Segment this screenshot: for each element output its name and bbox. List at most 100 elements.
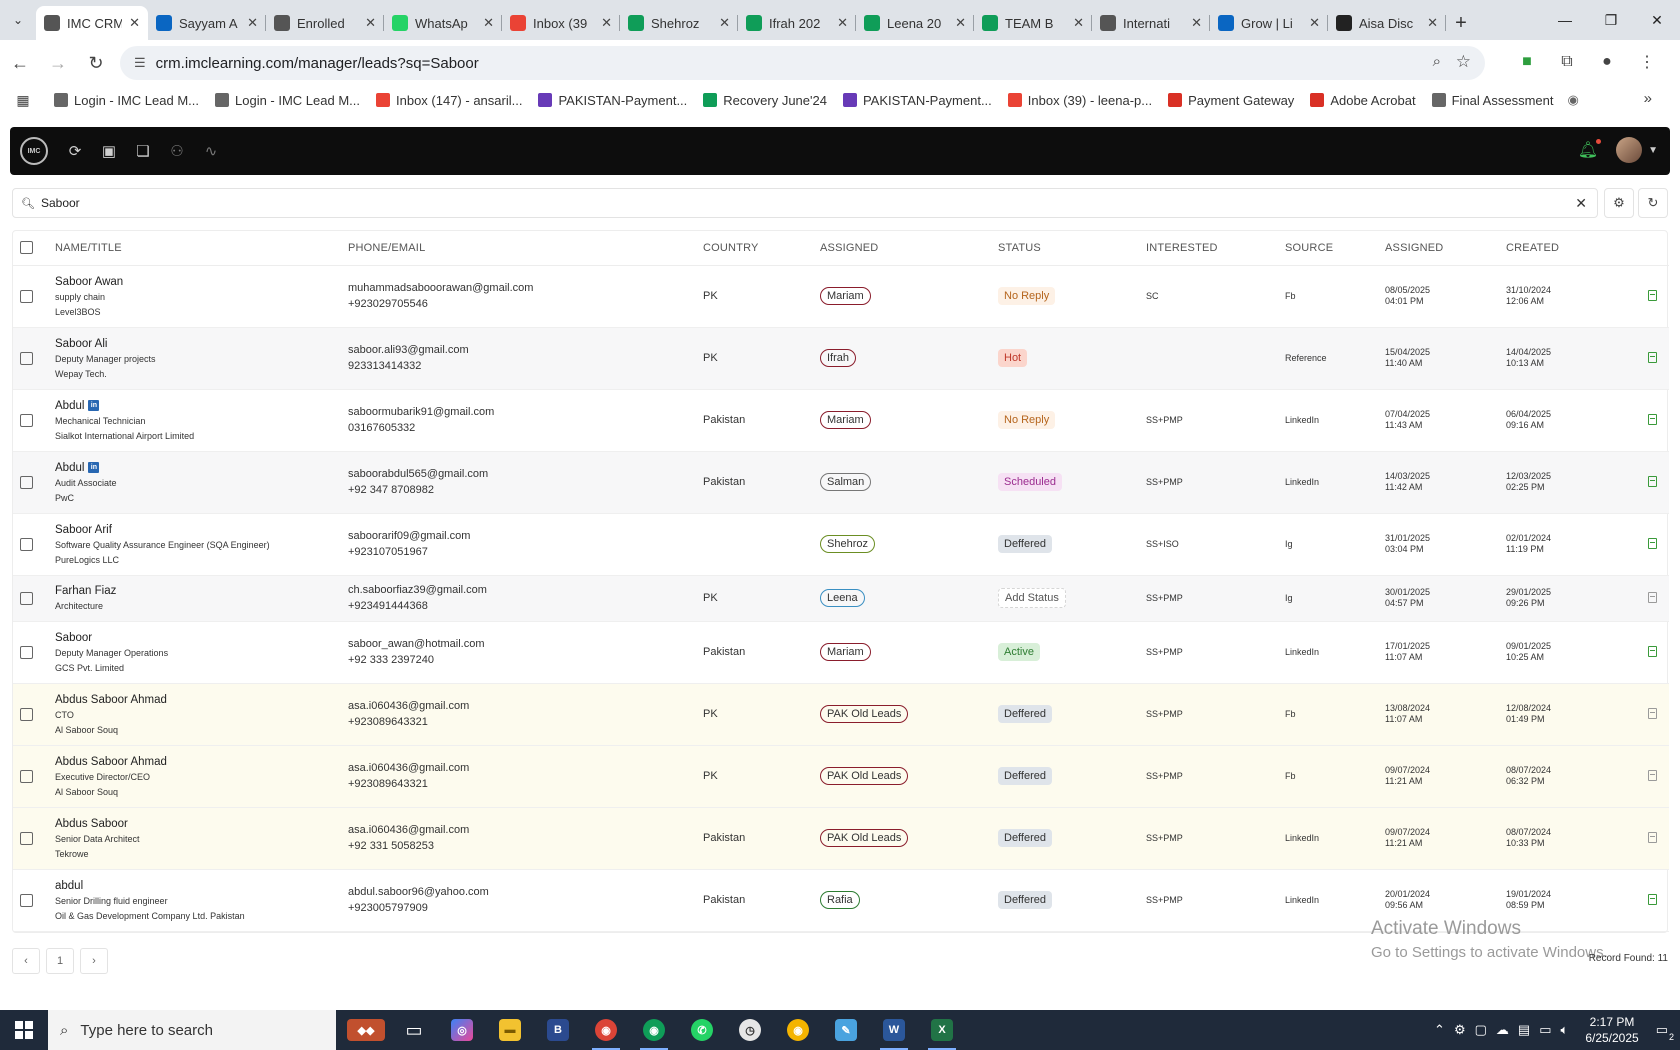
prev-page-button[interactable]: ‹ [12, 948, 40, 974]
search-input[interactable] [40, 196, 1541, 210]
lead-name[interactable]: abdul [55, 879, 84, 892]
status-badge[interactable]: Deffered [998, 767, 1052, 785]
tray-app-icon[interactable]: ⚙ [1453, 1022, 1466, 1037]
lead-name[interactable]: Saboor Awan [55, 275, 124, 288]
bookmarks-overflow-icon[interactable]: » [1643, 90, 1652, 107]
tab-close-icon[interactable]: ✕ [601, 15, 612, 30]
bookmark-item[interactable]: PAKISTAN-Payment... [835, 93, 1000, 108]
notes-document-icon[interactable] [1648, 352, 1657, 363]
onedrive-icon[interactable]: ☁ [1495, 1022, 1509, 1037]
tab-close-icon[interactable]: ✕ [955, 15, 966, 30]
network-icon[interactable]: ▤ [1517, 1022, 1531, 1037]
extension-green-icon[interactable]: ■ [1522, 53, 1532, 70]
row-checkbox[interactable] [20, 289, 33, 303]
tab-close-icon[interactable]: ✕ [1191, 15, 1202, 30]
notes-document-icon[interactable] [1648, 290, 1657, 301]
lead-name[interactable]: Farhan Fiaz [55, 585, 117, 597]
bookmark-item[interactable]: PAKISTAN-Payment... [530, 93, 695, 108]
restore-icon[interactable]: ❐ [1604, 11, 1618, 28]
lead-name[interactable]: Saboor Ali [55, 337, 108, 350]
taskbar-clock[interactable]: 2:17 PM 6/25/2025 [1585, 1014, 1638, 1046]
table-row[interactable]: Farhan Fiaz Architecture ch.saboorfiaz39@g… [13, 575, 1669, 622]
browser-tab[interactable]: Ifrah 202 ✕ [738, 6, 856, 40]
row-checkbox[interactable] [20, 707, 33, 721]
assigned-pill[interactable]: PAK Old Leads [820, 767, 909, 785]
assigned-pill[interactable]: Rafia [820, 891, 860, 909]
bookmark-star-icon[interactable]: ☆ [1455, 52, 1471, 71]
col-assigned-date[interactable]: ASSIGNED [1385, 231, 1506, 266]
notes-document-icon[interactable] [1648, 894, 1657, 905]
lead-name[interactable]: Saboor Arif [55, 523, 112, 536]
browser-tab[interactable]: Grow | Li ✕ [1210, 6, 1328, 40]
assigned-pill[interactable]: Mariam [820, 643, 871, 661]
status-badge[interactable]: Deffered [998, 705, 1052, 723]
bookmark-item[interactable]: Adobe Acrobat [1302, 93, 1423, 108]
assigned-pill[interactable]: PAK Old Leads [820, 829, 909, 847]
chrome-icon[interactable]: ◉ [582, 1010, 630, 1050]
lead-name[interactable]: Abdul [55, 399, 85, 412]
lead-name[interactable]: Abdus Saboor [55, 817, 128, 830]
word-icon[interactable]: W [870, 1010, 918, 1050]
user-menu[interactable]: ▼ [1616, 137, 1658, 163]
row-checkbox[interactable] [20, 413, 33, 427]
tab-close-icon[interactable]: ✕ [719, 15, 730, 30]
calendar-icon[interactable]: ▣ [101, 143, 117, 160]
status-badge[interactable]: No Reply [998, 287, 1056, 305]
site-info-icon[interactable]: ☰ [134, 55, 146, 70]
linkedin-icon[interactable]: in [88, 400, 100, 411]
browser-tab[interactable]: Sayyam A ✕ [148, 6, 266, 40]
status-badge[interactable]: Add Status [998, 588, 1066, 608]
table-row[interactable]: abdul Senior Drilling fluid engineer Oil &… [13, 869, 1669, 932]
notes-document-icon[interactable] [1648, 476, 1657, 487]
bookmark-item[interactable]: Inbox (39) - leena-p... [1000, 93, 1160, 108]
start-button[interactable] [0, 1010, 48, 1050]
profile-icon[interactable]: ● [1602, 53, 1612, 70]
bookmark-item[interactable]: Login - IMC Lead M... [46, 93, 207, 108]
lead-name[interactable]: Abdus Saboor Ahmad [55, 755, 167, 768]
notes-document-icon[interactable] [1648, 592, 1657, 603]
row-checkbox[interactable] [20, 537, 33, 551]
status-badge[interactable]: Deffered [998, 535, 1052, 553]
extensions-puzzle-icon[interactable]: ⧉ [1561, 53, 1573, 70]
zoom-icon[interactable]: ⌕ [1432, 53, 1441, 70]
browser-tab[interactable]: TEAM B ✕ [974, 6, 1092, 40]
meet-now-icon[interactable]: ▢ [1474, 1022, 1487, 1037]
status-badge[interactable]: Scheduled [998, 473, 1062, 491]
col-assigned-to[interactable]: ASSIGNED [820, 231, 998, 266]
assigned-pill[interactable]: Mariam [820, 411, 871, 429]
notepad-icon[interactable]: ✎ [822, 1010, 870, 1050]
excel-icon[interactable]: X [918, 1010, 966, 1050]
tab-close-icon[interactable]: ✕ [1073, 15, 1084, 30]
status-badge[interactable]: Deffered [998, 829, 1052, 847]
lead-name[interactable]: Abdul [55, 461, 85, 474]
forward-icon[interactable]: → [49, 52, 67, 73]
row-checkbox[interactable] [20, 769, 33, 783]
row-checkbox[interactable] [20, 645, 33, 659]
bookmark-item[interactable]: Payment Gateway [1160, 93, 1302, 108]
whatsapp-icon[interactable]: ✆ [678, 1010, 726, 1050]
col-phone-email[interactable]: PHONE/EMAIL [348, 231, 703, 266]
close-window-icon[interactable]: ✕ [1651, 11, 1663, 28]
notes-document-icon[interactable] [1648, 770, 1657, 781]
lead-name[interactable]: Abdus Saboor Ahmad [55, 693, 167, 706]
activity-icon[interactable]: ∿ [204, 143, 218, 160]
bookmark-item[interactable]: Recovery June'24 [695, 93, 835, 108]
notes-document-icon[interactable] [1648, 646, 1657, 657]
assigned-pill[interactable]: Salman [820, 473, 872, 491]
table-row[interactable]: Abdul in Mechanical Technician Sialkot Inte… [13, 389, 1669, 452]
status-badge[interactable]: Active [998, 643, 1040, 661]
chrome-profile-icon[interactable]: ◉ [630, 1010, 678, 1050]
bookmark-item[interactable]: Inbox (147) - ansaril... [368, 93, 530, 108]
row-checkbox[interactable] [20, 351, 33, 365]
file-explorer-icon[interactable]: ▬ [486, 1010, 534, 1050]
browser-tab[interactable]: Internati ✕ [1092, 6, 1210, 40]
assigned-pill[interactable]: PAK Old Leads [820, 705, 909, 723]
new-tab-button[interactable]: + [1455, 11, 1467, 34]
col-status[interactable]: STATUS [998, 231, 1146, 266]
browser-tab[interactable]: Aisa Disc ✕ [1328, 6, 1446, 40]
browser-tab[interactable]: Enrolled ✕ [266, 6, 384, 40]
tab-close-icon[interactable]: ✕ [483, 15, 494, 30]
taskbar-search[interactable]: ⌕ Type here to search [48, 1010, 336, 1050]
documents-icon[interactable]: ❏ [136, 143, 150, 160]
notification-center-icon[interactable]: ▭ 2 [1655, 1022, 1674, 1042]
